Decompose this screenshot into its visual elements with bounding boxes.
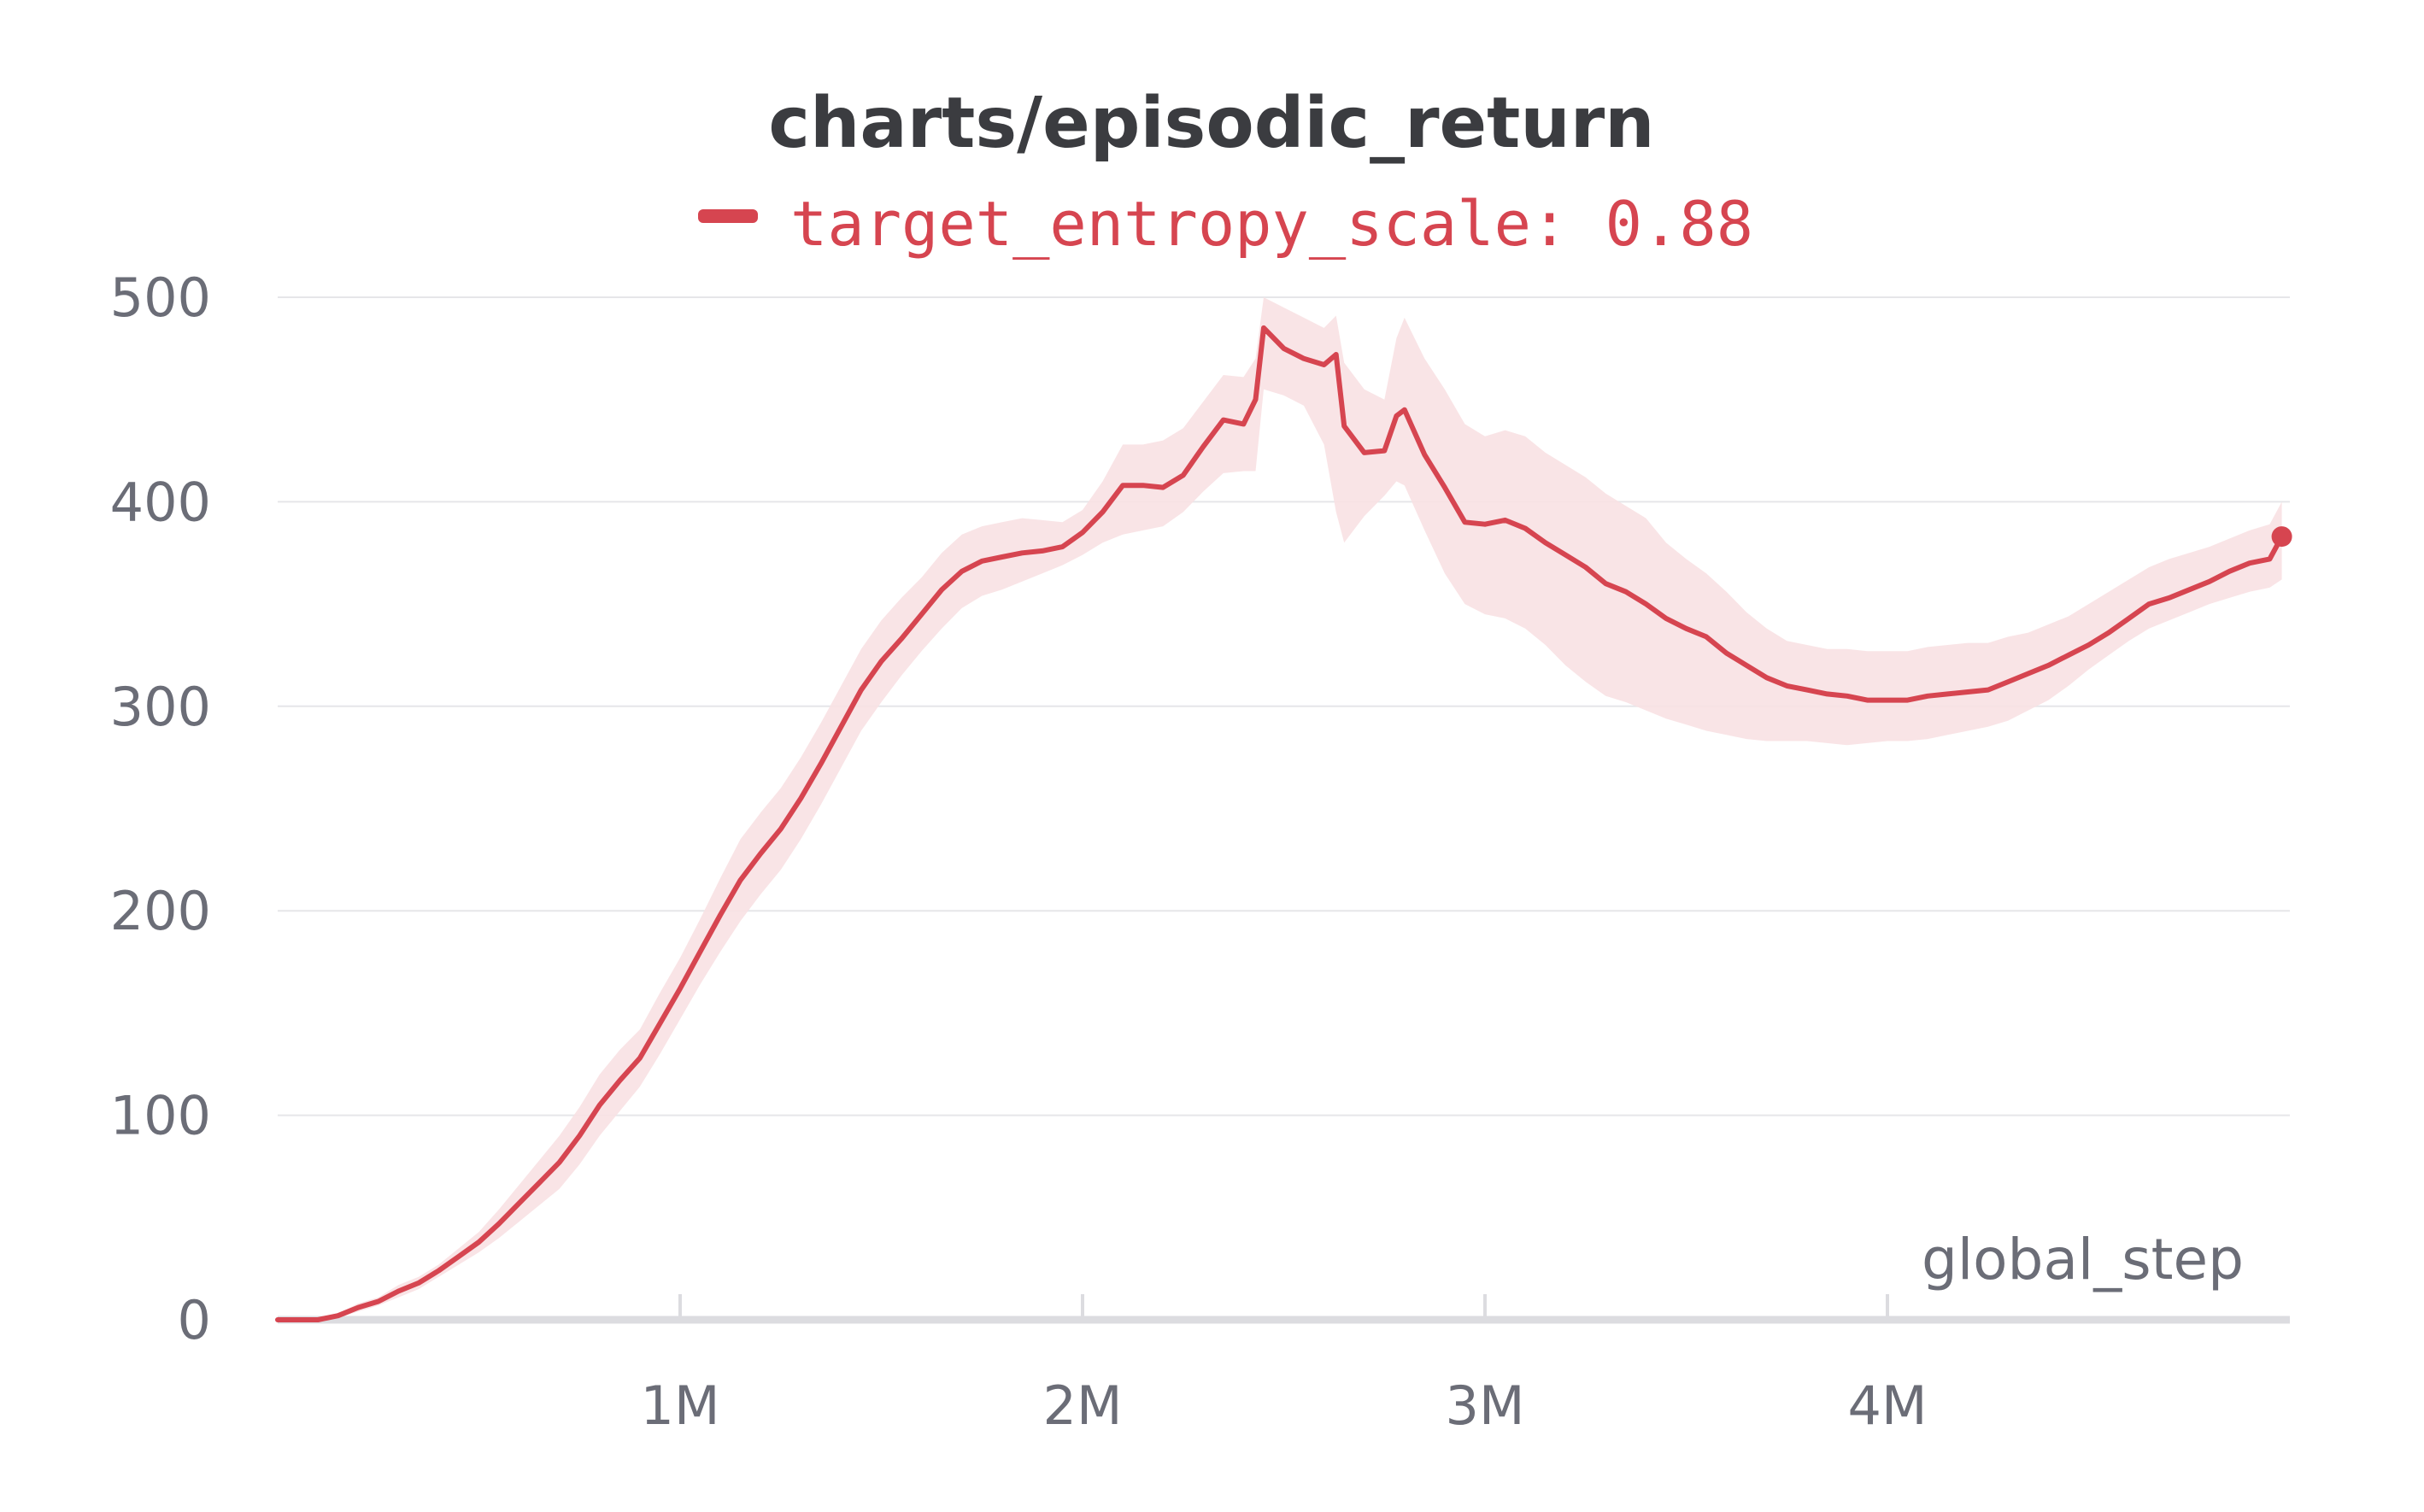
x-tick-label-2M: 2M: [1043, 1374, 1123, 1437]
gridlines: [278, 296, 2290, 1116]
x-tick-label-4M: 4M: [1848, 1374, 1928, 1437]
y-tick-label-500: 500: [110, 267, 211, 329]
series-line-group: [275, 325, 2292, 1322]
chart-title: charts/episodic_return: [768, 83, 1654, 164]
y-tick-label-0: 0: [178, 1289, 211, 1351]
series-end-point: [2271, 526, 2292, 548]
x-tick-label-3M: 3M: [1446, 1374, 1525, 1437]
y-axis-ticks: 0 100 200 300 400 500: [110, 267, 211, 1351]
legend-entry-label: target_entropy_scale: 0.88: [790, 188, 1753, 260]
x-tick-label-1M: 1M: [641, 1374, 720, 1437]
x-axis-ticks: 1M 2M 3M 4M: [641, 1294, 1928, 1437]
y-tick-label-300: 300: [110, 676, 211, 738]
y-tick-label-100: 100: [110, 1085, 211, 1147]
legend-swatch: [698, 209, 758, 223]
confidence-band: [278, 297, 2282, 1320]
x-axis-label: global_step: [1922, 1227, 2244, 1292]
legend: target_entropy_scale: 0.88: [698, 188, 1753, 260]
y-tick-label-400: 400: [110, 471, 211, 533]
series-line: [275, 325, 2285, 1322]
series-band: [278, 297, 2282, 1320]
y-tick-label-200: 200: [110, 880, 211, 942]
